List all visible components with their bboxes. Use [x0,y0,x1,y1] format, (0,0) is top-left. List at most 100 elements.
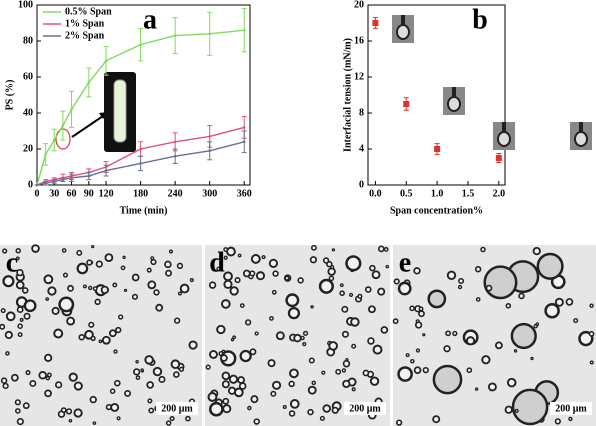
bubble [73,381,83,391]
bubble [457,284,463,290]
bubble [458,277,465,285]
vial [113,79,127,143]
bubble [29,379,37,387]
x-tick-label: 120 [99,188,114,199]
point [495,155,502,161]
bubble [66,316,76,326]
bubble [452,330,458,337]
bubble [147,398,153,404]
bubble [228,374,239,384]
x-tick-label: 0.0 [369,188,382,199]
bubble [532,246,541,256]
legend-label: 1% Span [65,18,105,29]
point [173,34,177,37]
bubble [92,286,98,292]
bubble [78,333,85,341]
point [70,108,73,111]
bubble [131,273,140,282]
y-tick-label: 12 [354,71,364,82]
bubble [475,297,481,302]
point [242,126,246,129]
point [208,149,212,153]
point [52,180,56,183]
bubble [393,278,400,285]
bubble [244,319,252,326]
bubble [188,340,198,350]
bubble [216,324,226,335]
bubble [45,297,50,301]
bubble [44,353,53,362]
bubble [392,318,399,325]
bubble [84,329,94,340]
bubble [474,387,479,391]
bubble [272,380,282,390]
bubble [223,247,229,253]
bubble [432,415,441,424]
bubble [432,364,463,395]
bubble [55,381,63,389]
bubble [511,388,549,426]
bubble [413,366,422,374]
bubble [288,380,295,388]
bubble [339,283,344,288]
y-axis-label: Interfacial tension (mN/m) [342,38,353,152]
bubble [23,299,37,313]
bubble [158,375,166,383]
bubble [16,268,24,277]
bubble [480,246,486,253]
bubble [94,298,101,306]
bubble [61,248,67,253]
x-tick-label: 180 [133,188,148,199]
bubble [67,284,74,292]
bubble [237,376,245,384]
bubble [510,322,537,350]
bubble [153,289,160,296]
bubble [242,269,251,278]
bubble [58,296,75,313]
bubble [5,311,16,322]
bubble [255,271,266,281]
bubble [284,275,290,281]
droplet [447,96,461,112]
bubble [465,336,476,346]
y-tick-label: 0 [28,179,33,190]
point [44,181,47,185]
bubble [369,376,380,386]
bubble [331,406,339,414]
bubble [247,405,252,411]
point [44,153,47,156]
bubble [327,267,336,276]
bubble [514,408,519,413]
bubble [23,312,31,320]
bubble [2,248,8,254]
bubble [568,416,573,422]
point [242,140,246,144]
bubble [38,371,47,380]
point [434,146,441,152]
bubble [122,255,126,260]
bubble [371,270,381,280]
bubble [226,246,236,257]
y-tick-label: 20 [354,0,364,10]
bubble [289,368,299,379]
bubble [216,266,222,272]
point [208,32,212,36]
bubble [135,359,139,364]
y-tick-label: 60 [23,71,33,82]
scale-bar-label: 200 μm [349,403,381,414]
bubble [474,265,482,273]
bubble [89,395,97,404]
bubble [302,330,309,336]
bubble [239,303,245,308]
bubble [223,279,233,289]
bubble [207,392,218,402]
bubble [76,249,83,256]
micrograph: e 200 μm [392,245,596,426]
bubble [95,260,103,268]
bubble [443,345,451,353]
bubble [152,366,163,377]
bubble [308,357,315,364]
bubble [351,343,357,349]
y-axis-label: PS (%) [4,80,15,111]
bubble [350,317,360,327]
